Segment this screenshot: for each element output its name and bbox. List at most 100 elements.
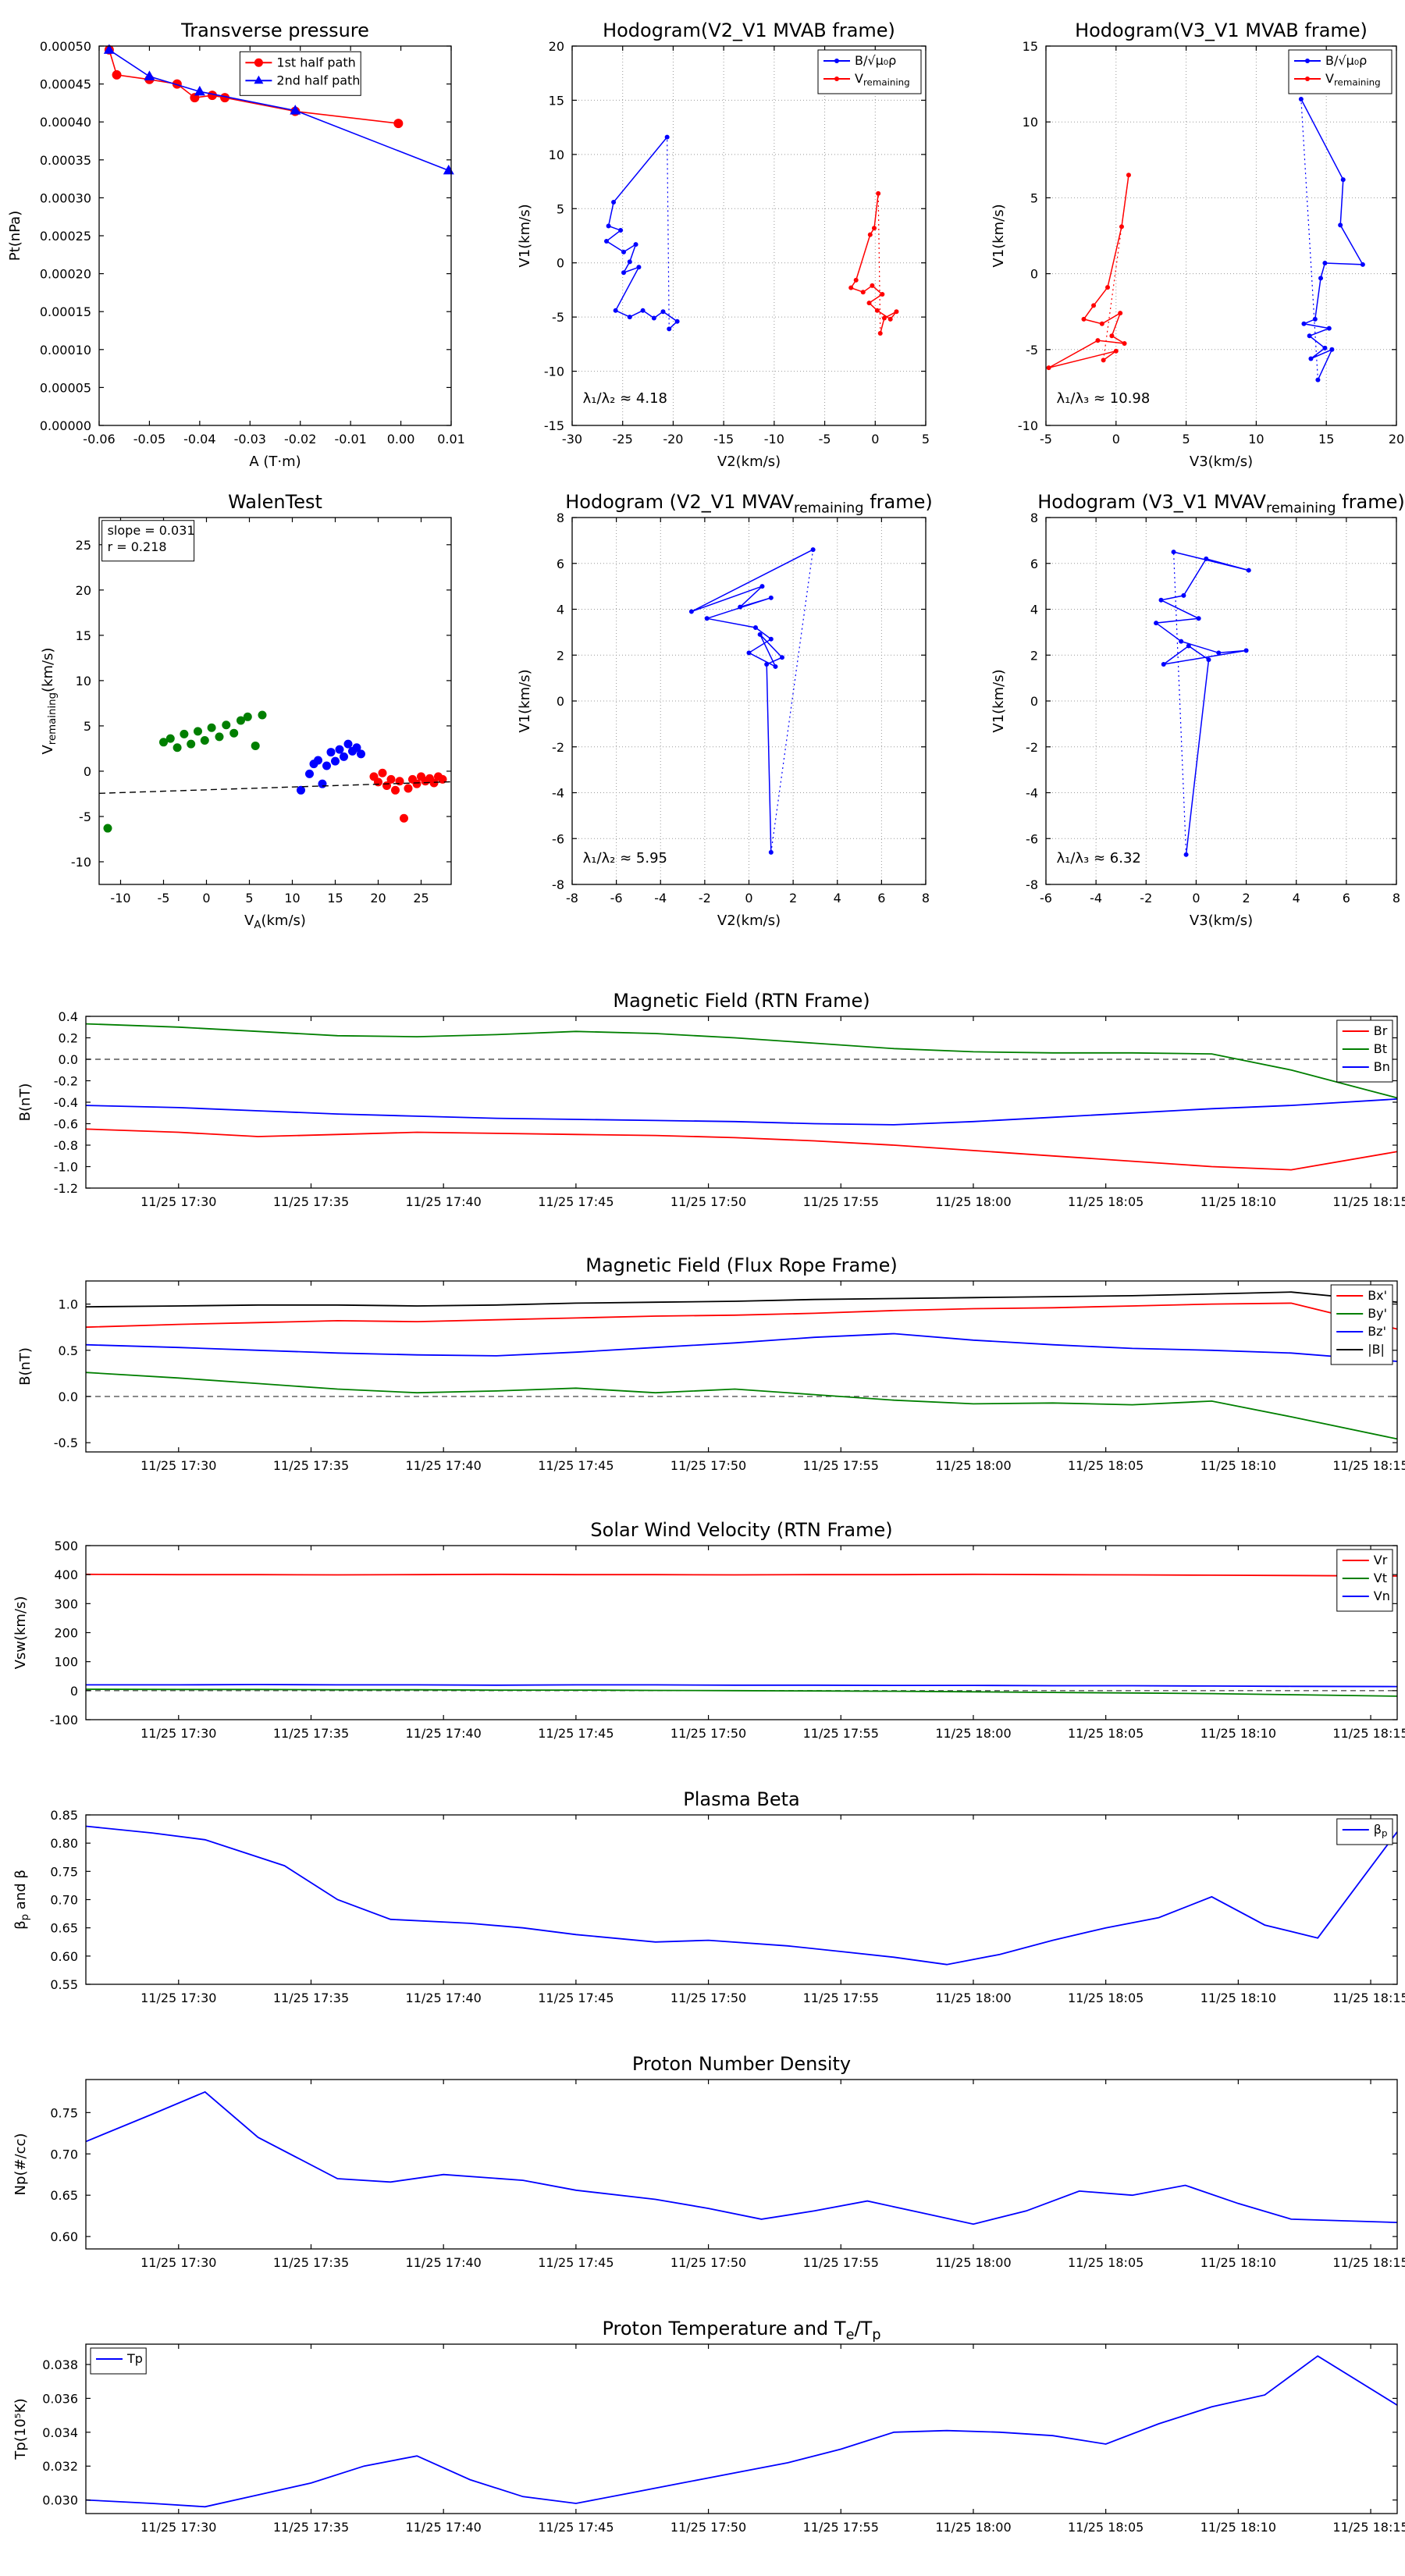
y-tick-label: 0.00030	[40, 190, 91, 205]
x-tick-label: 2	[1242, 891, 1250, 906]
y-tick-label: -1.0	[54, 1160, 78, 1175]
y-tick-label: -2	[552, 740, 564, 755]
y-tick-label: -2	[1026, 740, 1038, 755]
x-tick-label: 11/25 18:05	[1068, 1991, 1144, 2005]
legend-label: 2nd half path	[276, 73, 360, 87]
y-tick-label: 0.65	[50, 1921, 78, 1936]
axes-frame	[571, 45, 927, 426]
y-tick-label: -5	[552, 310, 564, 325]
chart-title: Proton Number Density	[632, 2053, 851, 2075]
x-tick-label: 11/25 18:00	[935, 2255, 1011, 2270]
y-tick-label: -8	[1026, 877, 1038, 892]
annotation-text: λ₁/λ₂ ≈ 4.18	[583, 390, 667, 407]
y-axis-label: V1(km/s)	[991, 204, 1007, 267]
x-tick-label: 11/25 17:30	[140, 2520, 216, 2535]
y-tick-label: -5	[79, 809, 91, 824]
y-tick-label: 5	[84, 719, 91, 734]
y-tick-label: 0.70	[50, 1893, 78, 1908]
x-tick-label: 11/25 18:10	[1200, 2255, 1276, 2270]
x-tick-label: 20	[1389, 432, 1404, 447]
y-tick-label: 0.65	[50, 2188, 78, 2203]
chart-magnetic-field-rtn: 11/25 17:30 11/25 17:35 11/25 17:40 11/25 1…	[17, 990, 1405, 1209]
x-tick-label: -5	[158, 891, 170, 906]
legend: B/√μ₀ρ Vremaining	[817, 49, 922, 94]
x-tick-label: 10	[1248, 432, 1264, 447]
legend-label: Bt	[1374, 1041, 1387, 1056]
y-axis-label: Vremaining(km/s)	[40, 647, 59, 754]
chart-title: Solar Wind Velocity (RTN Frame)	[590, 1519, 892, 1541]
x-tick-label: 11/25 17:45	[538, 1726, 614, 1741]
chart-title: Hodogram (V2_V1 MVAVremaining frame)	[565, 491, 933, 516]
x-tick-label: 11/25 17:40	[406, 1991, 482, 2005]
legend-label: B/√μ₀ρ	[1325, 53, 1367, 68]
x-axis-label: VA(km/s)	[244, 913, 306, 931]
x-tick-label: 11/25 17:35	[273, 1194, 349, 1209]
y-tick-label: 200	[54, 1626, 78, 1641]
y-tick-label: 5	[557, 201, 564, 216]
y-tick-label: 0.85	[50, 1808, 78, 1823]
x-tick-label: 11/25 17:50	[670, 1458, 746, 1473]
y-tick-label: 400	[54, 1567, 78, 1582]
y-tick-label: 0.038	[42, 2357, 78, 2372]
y-tick-label: 0.2	[59, 1031, 78, 1046]
x-tick-label: 11/25 17:30	[140, 1726, 216, 1741]
y-tick-label: 15	[1023, 39, 1038, 54]
x-axis-label: A (T·m)	[249, 454, 301, 470]
y-tick-label: -6	[1026, 831, 1038, 846]
y-tick-label: -0.8	[54, 1138, 78, 1153]
x-tick-label: 11/25 17:35	[273, 1726, 349, 1741]
y-tick-label: 0.75	[50, 2105, 78, 2120]
x-tick-label: 11/25 17:45	[538, 1991, 614, 2005]
x-tick-label: 11/25 18:05	[1068, 1458, 1144, 1473]
series-beta-p	[85, 1825, 1398, 1966]
x-tick-label: 0	[745, 891, 752, 906]
legend-label: Vremaining	[855, 71, 910, 88]
x-tick-label: 4	[834, 891, 841, 906]
y-tick-label: 0	[1030, 267, 1038, 282]
series-|B|	[85, 1291, 1398, 1308]
legend-label: Tp	[126, 2351, 143, 2366]
x-tick-label: 6	[877, 891, 885, 906]
x-tick-label: -2	[1140, 891, 1152, 906]
x-tick-label: 8	[922, 891, 930, 906]
x-tick-label: 11/25 18:10	[1200, 1991, 1276, 2005]
x-tick-label: -0.01	[334, 432, 366, 447]
x-tick-label: 0	[202, 891, 210, 906]
chart-proton-temperature: 11/25 17:30 11/25 17:35 11/25 17:40 11/25 1…	[12, 2318, 1405, 2535]
x-tick-label: 8	[1393, 891, 1400, 906]
x-tick-label: 11/25 18:10	[1200, 2520, 1276, 2535]
y-axis-label: V1(km/s)	[517, 669, 533, 732]
y-tick-label: 0.00045	[40, 77, 91, 92]
chart-title: Transverse pressure	[180, 20, 369, 41]
x-tick-label: 11/25 18:15	[1332, 1991, 1405, 2005]
x-tick-label: 11/25 18:10	[1200, 1194, 1276, 1209]
y-tick-label: -8	[552, 877, 564, 892]
x-tick-label: 11/25 17:30	[140, 2255, 216, 2270]
chart-solar-wind-velocity: 11/25 17:30 11/25 17:35 11/25 17:40 11/25 1…	[12, 1519, 1405, 1741]
x-tick-label: 0	[1192, 891, 1200, 906]
x-tick-label: -2	[699, 891, 711, 906]
y-tick-label: 0	[1030, 694, 1038, 709]
chart-plasma-beta: 11/25 17:30 11/25 17:35 11/25 17:40 11/25 1…	[12, 1788, 1405, 2005]
y-tick-label: 0.60	[50, 2229, 78, 2244]
y-tick-label: 0.60	[50, 1949, 78, 1964]
y-tick-label: 0.030	[42, 2493, 78, 2508]
x-tick-label: 11/25 17:55	[803, 1458, 879, 1473]
x-tick-label: 11/25 17:40	[406, 1726, 482, 1741]
annotation-text: slope = 0.031	[108, 523, 195, 538]
y-tick-label: 4	[557, 603, 564, 617]
x-tick-label: 11/25 17:45	[538, 2255, 614, 2270]
x-tick-label: -0.02	[284, 432, 316, 447]
x-tick-label: 11/25 18:00	[935, 2520, 1011, 2535]
y-tick-label: -10	[71, 855, 91, 870]
y-tick-label: -4	[1026, 786, 1038, 801]
chart-magnetic-field-flux-rope: 11/25 17:30 11/25 17:35 11/25 17:40 11/25 1…	[17, 1254, 1405, 1473]
x-tick-label: 11/25 18:00	[935, 1458, 1011, 1473]
annotation-text: λ₁/λ₃ ≈ 10.98	[1056, 390, 1150, 407]
y-tick-label: -0.6	[54, 1117, 78, 1132]
y-tick-label: 20	[76, 583, 91, 598]
legend-label: |B|	[1368, 1342, 1385, 1357]
legend-label: Vr	[1374, 1553, 1388, 1567]
y-tick-label: 0.00040	[40, 115, 91, 130]
chart-title: Proton Temperature and Te/Tp	[602, 2318, 880, 2343]
